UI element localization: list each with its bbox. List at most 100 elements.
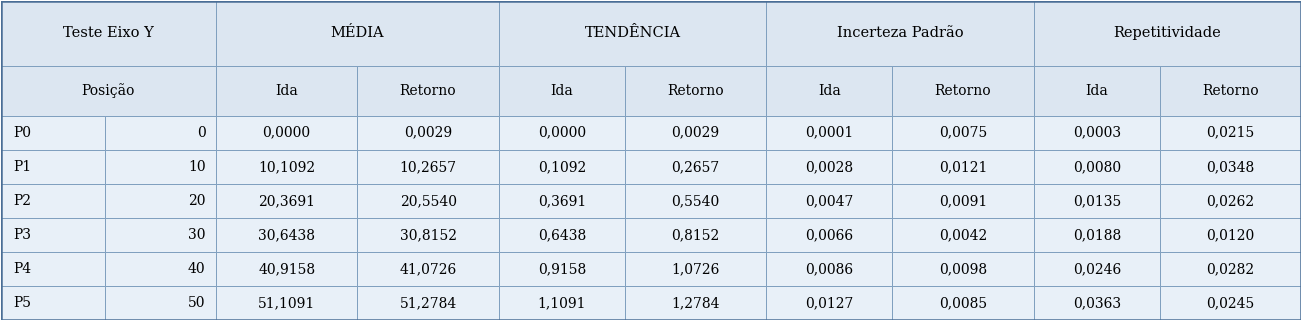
Bar: [625, 252, 767, 286]
Text: 0,0135: 0,0135: [1073, 194, 1121, 208]
Bar: [357, 66, 499, 116]
Bar: [625, 286, 767, 320]
Bar: [1, 286, 105, 320]
Bar: [1, 218, 105, 252]
Text: 40: 40: [187, 262, 206, 276]
Bar: [499, 1, 767, 66]
Bar: [357, 252, 499, 286]
Bar: [892, 150, 1034, 184]
Bar: [892, 252, 1034, 286]
Bar: [499, 150, 625, 184]
Bar: [892, 218, 1034, 252]
Bar: [216, 286, 357, 320]
Bar: [357, 150, 499, 184]
Bar: [105, 218, 216, 252]
Text: 0,0029: 0,0029: [404, 126, 452, 140]
Text: 50: 50: [187, 296, 206, 310]
Bar: [1, 116, 105, 150]
Text: Ida: Ida: [818, 84, 841, 98]
Bar: [216, 184, 357, 218]
Text: 0,0003: 0,0003: [1073, 126, 1121, 140]
Bar: [767, 66, 892, 116]
Bar: [1, 66, 216, 116]
Bar: [767, 184, 892, 218]
Bar: [892, 184, 1034, 218]
Bar: [1160, 66, 1301, 116]
Text: 0,8152: 0,8152: [672, 228, 720, 242]
Text: 10,2657: 10,2657: [400, 160, 457, 174]
Text: 0,0127: 0,0127: [805, 296, 854, 310]
Text: 0,0120: 0,0120: [1207, 228, 1255, 242]
Bar: [625, 218, 767, 252]
Text: 0,0000: 0,0000: [538, 126, 586, 140]
Text: Retorno: Retorno: [1202, 84, 1259, 98]
Text: 0,0091: 0,0091: [939, 194, 987, 208]
Bar: [105, 184, 216, 218]
Bar: [357, 218, 499, 252]
Text: Retorno: Retorno: [400, 84, 457, 98]
Text: 0,0047: 0,0047: [805, 194, 854, 208]
Bar: [1034, 150, 1160, 184]
Text: Ida: Ida: [1086, 84, 1108, 98]
Text: 30,6438: 30,6438: [258, 228, 315, 242]
Text: 0,6438: 0,6438: [538, 228, 586, 242]
Bar: [1160, 116, 1301, 150]
Text: 0,0363: 0,0363: [1073, 296, 1121, 310]
Bar: [1034, 252, 1160, 286]
Bar: [216, 150, 357, 184]
Bar: [499, 252, 625, 286]
Text: P5: P5: [14, 296, 31, 310]
Text: 0,0001: 0,0001: [805, 126, 853, 140]
Text: 0,3691: 0,3691: [538, 194, 586, 208]
Text: 0,0042: 0,0042: [939, 228, 987, 242]
Text: 10: 10: [187, 160, 206, 174]
Bar: [892, 116, 1034, 150]
Bar: [1160, 150, 1301, 184]
Text: P0: P0: [14, 126, 31, 140]
Bar: [767, 286, 892, 320]
Bar: [499, 116, 625, 150]
Text: 0,0262: 0,0262: [1207, 194, 1255, 208]
Bar: [767, 1, 1034, 66]
Bar: [1160, 218, 1301, 252]
Bar: [1034, 1, 1301, 66]
Bar: [105, 150, 216, 184]
Text: P3: P3: [14, 228, 31, 242]
Text: 0,0098: 0,0098: [939, 262, 987, 276]
Bar: [892, 66, 1034, 116]
Bar: [357, 116, 499, 150]
Text: 0,0282: 0,0282: [1207, 262, 1255, 276]
Text: 0,0215: 0,0215: [1207, 126, 1255, 140]
Bar: [625, 184, 767, 218]
Text: Repetitividade: Repetitividade: [1113, 26, 1221, 40]
Bar: [105, 116, 216, 150]
Bar: [892, 286, 1034, 320]
Text: 0,9158: 0,9158: [538, 262, 586, 276]
Bar: [499, 66, 625, 116]
Text: P4: P4: [14, 262, 31, 276]
Bar: [499, 184, 625, 218]
Text: P1: P1: [14, 160, 31, 174]
Text: Ida: Ida: [275, 84, 298, 98]
Bar: [357, 184, 499, 218]
Text: 0,0000: 0,0000: [263, 126, 311, 140]
Text: 20,5540: 20,5540: [400, 194, 457, 208]
Text: 40,9158: 40,9158: [258, 262, 315, 276]
Text: 51,1091: 51,1091: [258, 296, 315, 310]
Text: 0,1092: 0,1092: [538, 160, 586, 174]
Text: 0,0066: 0,0066: [805, 228, 853, 242]
Bar: [767, 252, 892, 286]
Text: Posição: Posição: [82, 83, 135, 99]
Text: 0,0080: 0,0080: [1073, 160, 1121, 174]
Text: 0,0075: 0,0075: [939, 126, 987, 140]
Text: 1,2784: 1,2784: [672, 296, 720, 310]
Text: 1,0726: 1,0726: [672, 262, 720, 276]
Text: TENDÊNCIA: TENDÊNCIA: [585, 26, 681, 40]
Bar: [357, 286, 499, 320]
Text: 0,0029: 0,0029: [672, 126, 720, 140]
Text: 0,0028: 0,0028: [805, 160, 853, 174]
Text: 0: 0: [197, 126, 206, 140]
Bar: [499, 218, 625, 252]
Bar: [216, 66, 357, 116]
Bar: [1160, 252, 1301, 286]
